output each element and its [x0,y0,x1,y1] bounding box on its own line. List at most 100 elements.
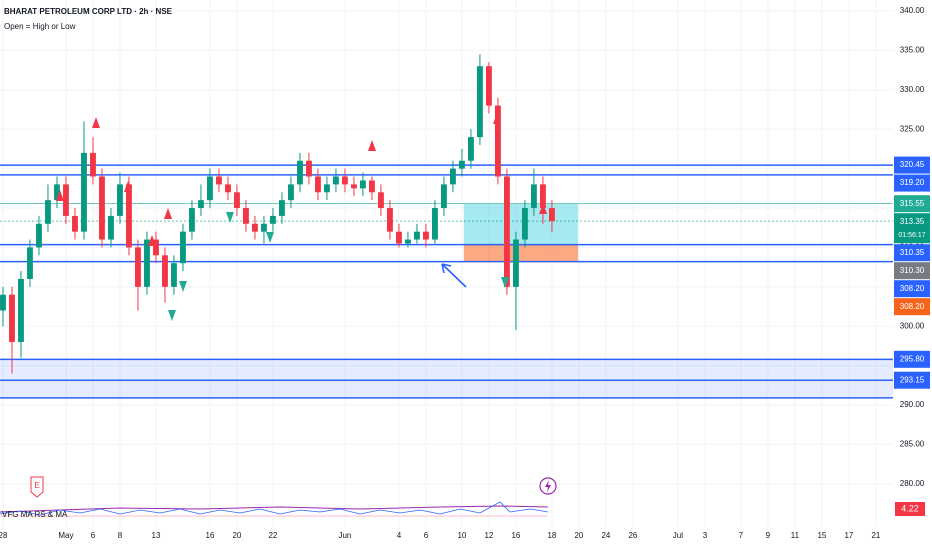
candle-body [297,160,303,185]
price-tag-label: 313.35 [900,217,925,226]
candle-body [153,239,159,256]
signal-up [124,181,132,192]
signal-up [539,203,547,214]
candle-body [531,184,537,209]
x-tick-label: 16 [206,531,215,540]
signal-down [501,277,509,288]
price-tag [894,280,930,298]
x-tick-label: 4 [397,531,402,540]
price-tag [894,195,930,213]
target-box [463,203,579,245]
candle-body [315,176,321,193]
indicator-label: VFG MA RS & MA [2,510,68,519]
candle-body [396,231,402,244]
candle-body [477,66,483,138]
indicator-tag: 4.22 [895,502,925,516]
x-tick-label: 20 [574,531,583,540]
chart-subtitle: Open = High or Low [4,22,76,31]
price-tag [894,350,930,368]
signal-up [148,235,156,246]
candle-body [252,223,258,232]
x-tick-label: 21 [871,531,880,540]
x-tick-label: 22 [268,531,277,540]
indicator-tag-box [895,502,925,516]
grid [0,0,893,527]
event-icon [545,480,551,492]
zone [0,359,893,398]
candles [0,54,555,374]
x-tick-label: 6 [91,531,96,540]
price-tag [894,174,930,192]
candle-body [468,137,474,161]
y-tick-label: 325.00 [900,124,925,133]
signals [56,113,547,321]
price-tag [894,156,930,174]
candle-body [0,294,6,311]
candle-body [72,215,78,232]
x-tick-label: 17 [844,531,853,540]
price-tag [894,213,930,244]
signal-down [179,281,187,292]
candle-body [423,231,429,240]
y-tick-label: 280.00 [900,479,925,488]
x-tick-label: 10 [457,531,466,540]
countdown: 01:56:17 [898,232,925,239]
x-tick-label: 13 [152,531,161,540]
candle-body [504,176,510,287]
candle-body [18,278,24,342]
candle-body [54,184,60,201]
x-tick-label: May [58,531,73,540]
candle-body [441,184,447,209]
price-tag-label: 293.15 [900,375,925,384]
candle-body [495,105,501,177]
candle-body [342,176,348,185]
candle-body [324,184,330,193]
candle-body [405,239,411,244]
price-tag-label: 308.20 [900,302,925,311]
signal-down [266,232,274,243]
earnings-marker-text: E [34,481,39,490]
x-tick-label: Jul [673,531,683,540]
x-tick-label: 18 [547,531,556,540]
x-tick-label: 6 [424,531,429,540]
x-tick-label: Jun [338,531,351,540]
candle-body [198,200,204,209]
x-tick-label: 8 [118,531,123,540]
price-tag-label: 319.20 [900,178,925,187]
candle-body [36,223,42,248]
candle-body [126,184,132,248]
price-tag [894,244,930,262]
x-tick-label: 26 [628,531,637,540]
price-tag-label: 295.80 [900,354,925,363]
signal-up [368,140,376,151]
candle-body [171,263,177,287]
candle-body [9,294,15,342]
x-tick-label: 11 [791,531,800,540]
candle-body [27,247,33,279]
x-tick-label: 16 [511,531,520,540]
candle-body [135,247,141,287]
candle-body [540,184,546,209]
x-tick-label: 9 [766,531,771,540]
signal-up [164,208,172,219]
candle-body [144,239,150,287]
candle-body [99,176,105,240]
candle-body [207,176,213,201]
x-tick-label: 15 [817,531,826,540]
candle-body [225,184,231,193]
price-tag [894,298,930,316]
candle-body [549,208,555,222]
candle-body [459,160,465,169]
candle-body [162,255,168,287]
x-tick-label: 12 [484,531,493,540]
earnings-marker[interactable] [30,476,44,498]
indicator-line [0,501,549,516]
candle-body [243,208,249,224]
indicator-value: 4.22 [901,503,919,513]
indicator-line [0,505,549,513]
y-tick-label: 290.00 [900,400,925,409]
candle-body [378,192,384,209]
candle-body [486,66,492,106]
candle-body [270,215,276,224]
